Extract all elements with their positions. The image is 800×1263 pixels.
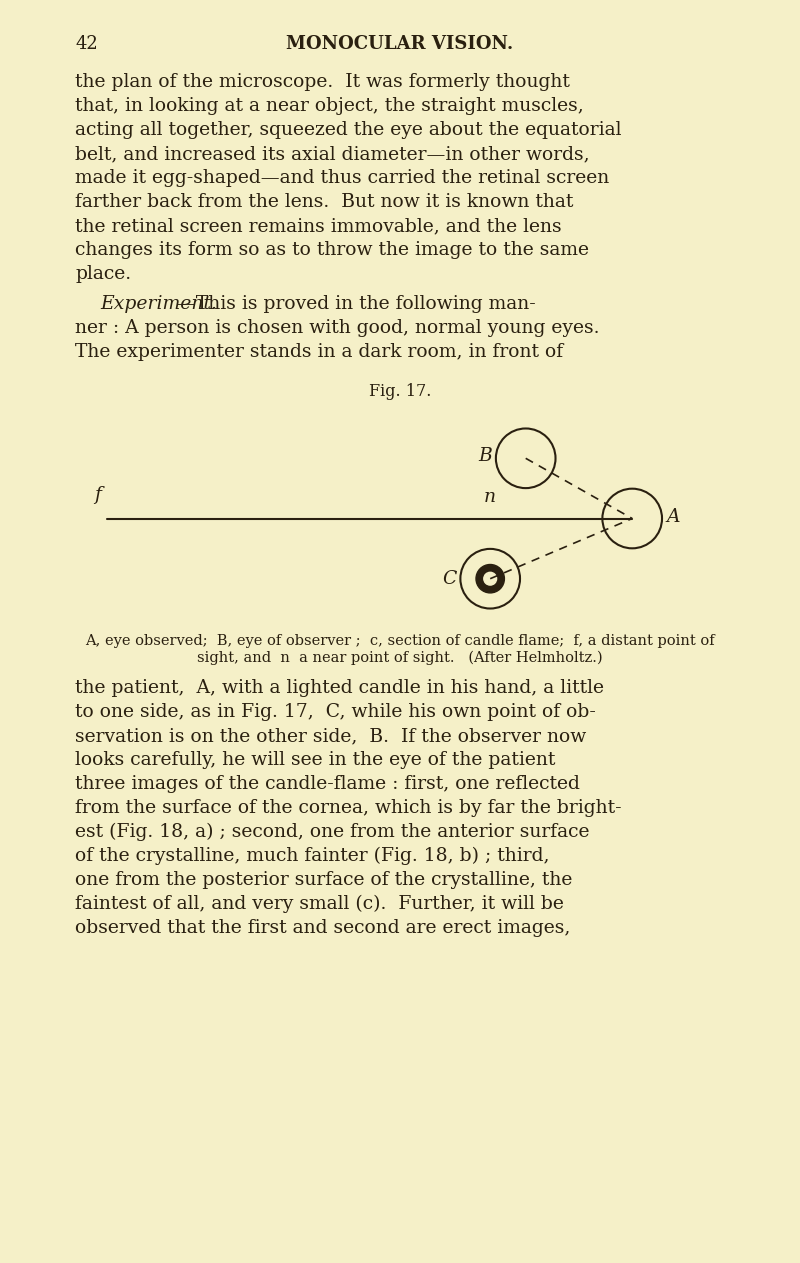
Text: Experiment.: Experiment. bbox=[100, 296, 217, 313]
Text: one from the posterior surface of the crystalline, the: one from the posterior surface of the cr… bbox=[75, 871, 572, 889]
Text: Fig. 17.: Fig. 17. bbox=[369, 383, 431, 400]
Circle shape bbox=[484, 572, 497, 585]
Text: faintest of all, and very small (c).  Further, it will be: faintest of all, and very small (c). Fur… bbox=[75, 895, 564, 913]
Text: changes its form so as to throw the image to the same: changes its form so as to throw the imag… bbox=[75, 241, 589, 259]
Text: ner : A person is chosen with good, normal young eyes.: ner : A person is chosen with good, norm… bbox=[75, 320, 599, 337]
Text: f: f bbox=[94, 486, 101, 504]
Text: belt, and increased its axial diameter—in other words,: belt, and increased its axial diameter—i… bbox=[75, 145, 590, 163]
Text: B: B bbox=[478, 447, 492, 465]
Text: the patient,  A, with a lighted candle in his hand, a little: the patient, A, with a lighted candle in… bbox=[75, 679, 604, 697]
Text: place.: place. bbox=[75, 265, 131, 283]
Text: that, in looking at a near object, the straight muscles,: that, in looking at a near object, the s… bbox=[75, 97, 584, 115]
Text: —This is proved in the following man-: —This is proved in the following man- bbox=[177, 296, 536, 313]
Text: A, eye observed;  B, eye of observer ;  c, section of candle flame;  f, a distan: A, eye observed; B, eye of observer ; c,… bbox=[85, 634, 715, 648]
Text: MONOCULAR VISION.: MONOCULAR VISION. bbox=[286, 35, 514, 53]
Text: sight, and  n  a near point of sight.   (After Helmholtz.): sight, and n a near point of sight. (Aft… bbox=[197, 650, 603, 666]
Text: from the surface of the cornea, which is by far the bright-: from the surface of the cornea, which is… bbox=[75, 799, 622, 817]
Text: farther back from the lens.  But now it is known that: farther back from the lens. But now it i… bbox=[75, 193, 574, 211]
Text: to one side, as in Fig. 17,  C, while his own point of ob-: to one side, as in Fig. 17, C, while his… bbox=[75, 703, 596, 721]
Circle shape bbox=[602, 489, 662, 548]
Text: A: A bbox=[666, 508, 679, 525]
Circle shape bbox=[496, 428, 555, 488]
Text: acting all together, squeezed the eye about the equatorial: acting all together, squeezed the eye ab… bbox=[75, 121, 622, 139]
Text: 42: 42 bbox=[75, 35, 98, 53]
Text: The experimenter stands in a dark room, in front of: The experimenter stands in a dark room, … bbox=[75, 344, 563, 361]
Text: servation is on the other side,  B.  If the observer now: servation is on the other side, B. If th… bbox=[75, 727, 586, 745]
Text: three images of the candle-flame : first, one reflected: three images of the candle-flame : first… bbox=[75, 775, 580, 793]
Text: observed that the first and second are erect images,: observed that the first and second are e… bbox=[75, 919, 570, 937]
Text: the retinal screen remains immovable, and the lens: the retinal screen remains immovable, an… bbox=[75, 217, 562, 235]
Text: est (Fig. 18, a) ; second, one from the anterior surface: est (Fig. 18, a) ; second, one from the … bbox=[75, 823, 590, 841]
Text: n: n bbox=[484, 489, 496, 506]
Text: C: C bbox=[442, 570, 456, 587]
Text: looks carefully, he will see in the eye of the patient: looks carefully, he will see in the eye … bbox=[75, 751, 555, 769]
Text: of the crystalline, much fainter (Fig. 18, b) ; third,: of the crystalline, much fainter (Fig. 1… bbox=[75, 847, 550, 865]
Text: the plan of the microscope.  It was formerly thought: the plan of the microscope. It was forme… bbox=[75, 73, 570, 91]
Circle shape bbox=[460, 549, 520, 609]
Text: made it egg-shaped—and thus carried the retinal screen: made it egg-shaped—and thus carried the … bbox=[75, 169, 610, 187]
Circle shape bbox=[476, 565, 504, 592]
